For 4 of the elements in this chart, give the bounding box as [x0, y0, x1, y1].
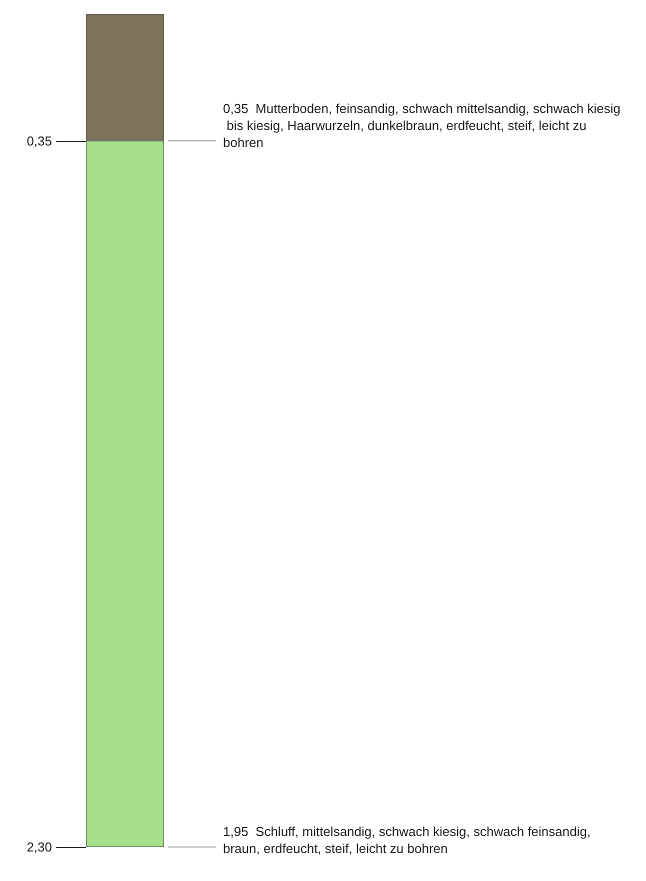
y-tick-label: 2,30 — [26, 840, 52, 854]
text: 1,95 Schluff, mittelsandig, schwach kiesig, schwach feinsandig, braun, erdfeucht, steif, leicht zu bohren — [223, 824, 594, 856]
text: 0,35 Mutterboden, feinsandig, schwach mittelsandig, schwach kiesig bis kiesig, Haarwurzeln, dunkelbraun, erdfeucht, steif, leicht zu bohren — [223, 100, 620, 150]
y-tick-label: 0,35 — [26, 133, 52, 148]
